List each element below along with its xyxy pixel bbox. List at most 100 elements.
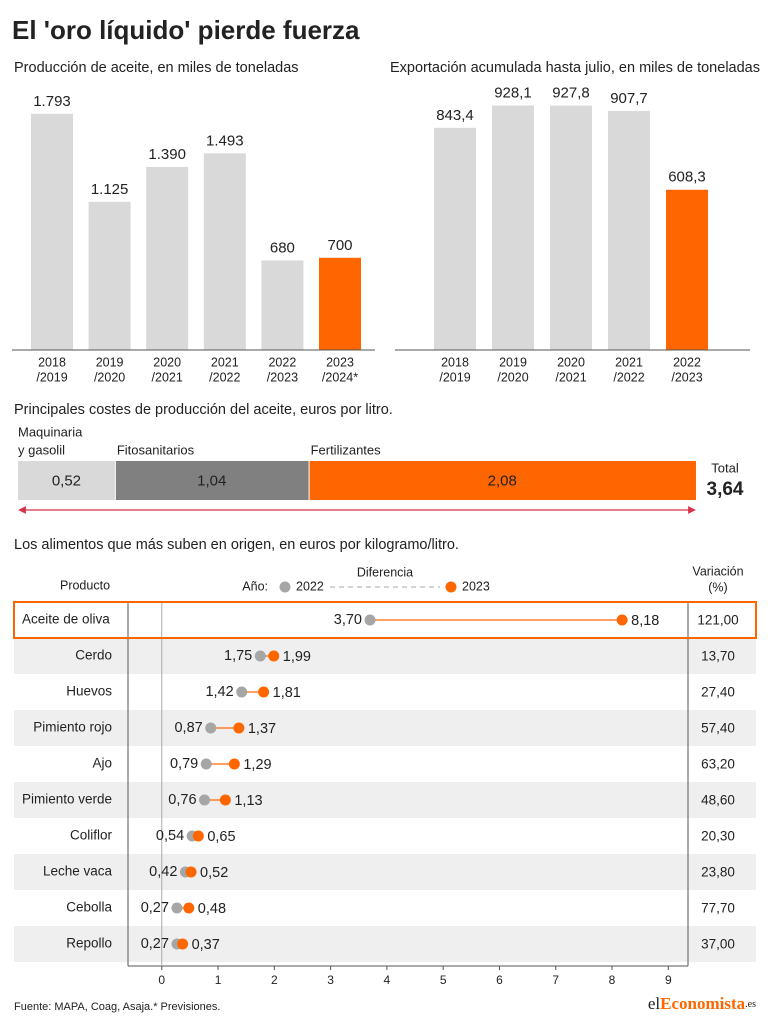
- value-label: 928,1: [494, 84, 532, 101]
- value-label: 0,79: [170, 756, 198, 772]
- bar: [608, 110, 650, 351]
- value-label: 0,48: [198, 901, 226, 917]
- dot: [183, 902, 195, 914]
- x-tick-label: /2020: [497, 370, 528, 384]
- dot: [192, 830, 204, 842]
- brand-part: Economista: [660, 994, 746, 1013]
- bar: [666, 189, 708, 350]
- value-label: 0,54: [156, 828, 184, 844]
- value-label: 1.125: [91, 181, 129, 198]
- x-tick-label: 2020: [153, 355, 181, 369]
- value-label: 927,8: [552, 85, 590, 102]
- total-label: Total: [711, 460, 739, 475]
- x-tick-label: /2021: [152, 370, 183, 384]
- value-label: 843,4: [436, 107, 474, 124]
- value-label: 0,27: [141, 900, 169, 916]
- value-label: 0,52: [200, 865, 228, 881]
- x-tick-label: 2019: [499, 355, 527, 369]
- chart-title: Los alimentos que más suben en origen, e…: [14, 537, 459, 553]
- value-label: 8,18: [631, 613, 659, 629]
- value-label: 700: [327, 237, 352, 254]
- value-label: 680: [270, 239, 295, 256]
- x-tick-label: 8: [609, 973, 616, 987]
- x-tick-label: 3: [327, 973, 334, 987]
- category-label: Ajo: [92, 756, 112, 771]
- value-label: 0,42: [149, 864, 177, 880]
- dot: [268, 650, 280, 662]
- category-label: Cerdo: [75, 648, 112, 663]
- chart-title: Exportación acumulada hasta julio, en mi…: [390, 60, 760, 76]
- x-tick-label: /2021: [555, 370, 586, 384]
- dot: [236, 686, 248, 698]
- value-label: 3,70: [334, 612, 362, 628]
- category-label: Aceite de oliva: [22, 612, 110, 627]
- bar-segment: [115, 461, 309, 500]
- x-tick-label: /2024*: [322, 370, 358, 384]
- bar: [88, 201, 131, 350]
- brand: elEconomista.es: [648, 994, 756, 1013]
- bar-segment: [309, 461, 696, 500]
- x-tick-label: 2018: [38, 355, 66, 369]
- value-label: 1.793: [33, 93, 71, 110]
- dot: [233, 722, 245, 734]
- x-tick-label: 9: [665, 973, 672, 987]
- value-label: 1,42: [205, 684, 233, 700]
- value-label: 907,7: [610, 90, 648, 107]
- variation-label: 77,70: [701, 901, 735, 916]
- x-tick-label: 0: [158, 973, 165, 987]
- value-label: 1,81: [273, 685, 301, 701]
- dot: [364, 614, 376, 626]
- dot: [258, 686, 270, 698]
- bar: [146, 166, 189, 350]
- value-label: 0,76: [168, 792, 196, 808]
- variation-label: 20,30: [701, 829, 735, 844]
- value-label: 0,87: [174, 720, 202, 736]
- bar: [31, 113, 73, 350]
- value-label: 1,75: [224, 648, 252, 664]
- x-tick-label: 2021: [615, 355, 643, 369]
- x-tick-label: 2022: [673, 355, 701, 369]
- x-tick-label: 2019: [96, 355, 124, 369]
- category-label: Huevos: [66, 684, 112, 699]
- x-tick-label: 2021: [211, 355, 239, 369]
- category-label: Repollo: [66, 936, 112, 951]
- segment-label: 2,08: [488, 472, 517, 489]
- x-tick-label: 2: [271, 973, 278, 987]
- x-tick-label: /2020: [94, 370, 125, 384]
- value-label: 1.390: [148, 146, 186, 163]
- segment-label: 1,04: [197, 472, 226, 489]
- value-label: 1,29: [243, 757, 271, 773]
- row-stripe: [14, 854, 756, 890]
- bar-segment: [18, 461, 115, 500]
- category-label: Leche vaca: [43, 864, 113, 879]
- bar: [492, 105, 534, 350]
- column-header: Producto: [60, 578, 110, 592]
- x-tick-label: /2019: [439, 370, 470, 384]
- main-title: El 'oro líquido' pierde fuerza: [12, 15, 360, 45]
- legend-label: 2022: [296, 579, 324, 593]
- bar: [550, 105, 592, 351]
- bar: [203, 153, 246, 350]
- x-tick-label: /2022: [209, 370, 240, 384]
- x-tick-label: 2018: [441, 355, 469, 369]
- legend-label: Diferencia: [357, 565, 413, 579]
- row-stripe: [14, 638, 756, 674]
- x-tick-label: /2019: [36, 370, 67, 384]
- value-label: 1,13: [234, 793, 262, 809]
- legend-label: Fertilizantes: [311, 442, 382, 457]
- x-tick-label: 7: [552, 973, 559, 987]
- x-tick-label: 2020: [557, 355, 585, 369]
- dot: [205, 722, 217, 734]
- category-label: Pimiento verde: [22, 792, 112, 807]
- category-label: Coliflor: [70, 828, 113, 843]
- column-header: Variación: [692, 564, 743, 578]
- value-label: 1,37: [248, 721, 276, 737]
- bar: [434, 127, 476, 350]
- bar: [261, 260, 304, 350]
- legend-swatch: [279, 581, 291, 593]
- brand-part: el: [648, 994, 661, 1013]
- legend-label: 2023: [462, 579, 490, 593]
- x-tick-label: /2023: [267, 370, 298, 384]
- dot: [200, 758, 212, 770]
